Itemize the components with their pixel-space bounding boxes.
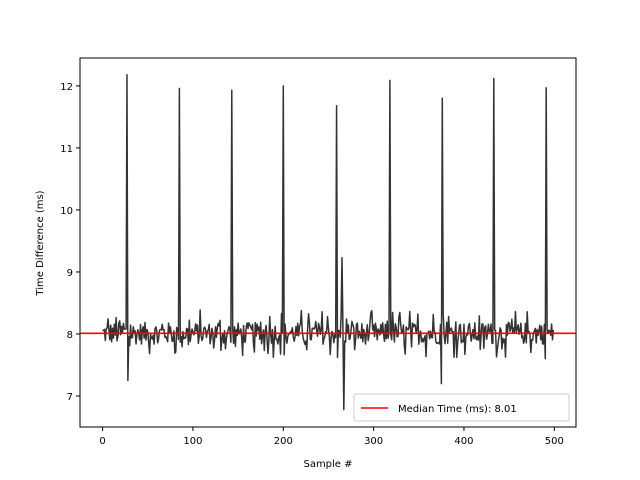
x-axis: 0 100 200 300 400 500 bbox=[99, 427, 564, 447]
x-tick-label-100: 100 bbox=[183, 436, 202, 447]
legend-label: Median Time (ms): 8.01 bbox=[398, 404, 517, 415]
legend: Median Time (ms): 8.01 bbox=[353, 393, 570, 422]
y-axis: 7 8 9 10 11 12 bbox=[60, 82, 80, 403]
y-tick-label-7: 7 bbox=[67, 392, 73, 403]
series-line bbox=[102, 73, 555, 411]
plot-frame bbox=[79, 57, 577, 428]
x-tick-label-500: 500 bbox=[545, 436, 564, 447]
x-tick-label-200: 200 bbox=[274, 436, 293, 447]
plot-area bbox=[79, 57, 577, 428]
x-tick-label-0: 0 bbox=[99, 436, 105, 447]
y-tick-label-8: 8 bbox=[67, 330, 73, 341]
legend-box bbox=[353, 393, 570, 422]
x-tick-label-300: 300 bbox=[364, 436, 383, 447]
y-axis-label: Time Difference (ms) bbox=[35, 190, 46, 296]
y-tick-label-11: 11 bbox=[60, 144, 73, 155]
x-axis-label: Sample # bbox=[303, 459, 352, 470]
x-tick-label-400: 400 bbox=[454, 436, 473, 447]
y-tick-label-10: 10 bbox=[60, 206, 73, 217]
y-tick-label-12: 12 bbox=[60, 82, 73, 93]
y-tick-label-9: 9 bbox=[67, 268, 73, 279]
